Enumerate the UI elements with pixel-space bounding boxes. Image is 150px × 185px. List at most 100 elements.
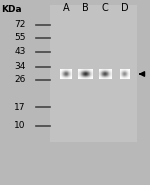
Bar [85, 78, 86, 79]
Bar [102, 71, 103, 72]
Bar [120, 74, 121, 75]
Bar [103, 72, 104, 73]
Bar [100, 77, 101, 78]
Bar [99, 71, 100, 72]
Bar [126, 78, 127, 79]
Bar [67, 76, 68, 77]
Bar [61, 76, 62, 77]
Bar [81, 69, 82, 70]
Bar [82, 78, 83, 79]
Bar [67, 69, 68, 70]
Bar [104, 73, 105, 74]
Bar [92, 72, 93, 73]
Bar [69, 70, 70, 71]
Bar [100, 78, 101, 79]
Bar [80, 70, 81, 71]
Bar [62, 78, 63, 79]
Bar [79, 70, 80, 71]
Bar [68, 72, 69, 73]
Bar [106, 73, 107, 74]
Bar [83, 77, 84, 78]
Bar [85, 72, 86, 73]
Bar [88, 76, 89, 77]
Bar [87, 78, 88, 79]
Bar [79, 75, 80, 76]
Bar [108, 76, 109, 77]
Bar [82, 77, 83, 78]
Bar [103, 78, 104, 79]
Bar [110, 77, 111, 78]
Bar [100, 77, 101, 78]
Bar [128, 70, 129, 71]
Bar [101, 76, 102, 77]
Bar [102, 69, 103, 70]
Bar [86, 78, 87, 79]
Bar [99, 78, 100, 79]
Bar [85, 77, 86, 78]
Bar [60, 76, 61, 77]
Bar [103, 69, 104, 70]
Bar [103, 72, 104, 73]
Bar [126, 69, 127, 70]
Bar [83, 75, 84, 76]
Bar [81, 78, 82, 79]
Bar [64, 76, 65, 77]
Bar [63, 74, 64, 75]
Bar [68, 78, 69, 79]
Bar [64, 77, 65, 78]
Bar [82, 76, 83, 77]
Bar [122, 72, 123, 73]
Bar [92, 75, 93, 76]
Bar [86, 73, 87, 74]
Bar [122, 73, 123, 74]
Bar [64, 71, 65, 72]
Bar [103, 77, 104, 78]
Bar [100, 72, 101, 73]
Bar [85, 76, 86, 77]
Bar [89, 76, 90, 77]
Bar [86, 75, 87, 76]
Bar [105, 78, 106, 79]
Bar [82, 77, 83, 78]
Bar [100, 78, 101, 79]
Bar [61, 78, 62, 79]
Bar [84, 72, 85, 73]
Bar [99, 78, 100, 79]
Bar [120, 69, 121, 70]
Bar [60, 69, 61, 70]
Bar [126, 74, 127, 75]
Bar [100, 69, 101, 70]
Bar [63, 70, 64, 71]
Bar [100, 77, 101, 78]
Bar [102, 78, 103, 79]
Bar [126, 74, 127, 75]
Bar [108, 73, 109, 74]
Bar [104, 76, 105, 77]
Bar [65, 74, 66, 75]
Bar [99, 77, 100, 78]
Bar [71, 77, 72, 78]
Bar [121, 72, 122, 73]
Bar [101, 70, 102, 71]
Bar [92, 77, 93, 78]
Bar [126, 70, 127, 71]
Bar [91, 78, 92, 79]
Bar [99, 78, 100, 79]
Bar [124, 76, 125, 77]
Bar [127, 75, 128, 76]
Bar [101, 75, 102, 76]
Bar [127, 77, 128, 78]
Bar [123, 76, 124, 77]
Bar [62, 70, 63, 71]
Bar [90, 70, 91, 71]
Bar [70, 77, 71, 78]
Bar [81, 72, 82, 73]
Bar [69, 77, 70, 78]
Bar [60, 70, 61, 71]
Bar [120, 72, 121, 73]
Bar [124, 76, 125, 77]
Bar [128, 72, 129, 73]
Bar [124, 74, 125, 75]
Bar [65, 77, 66, 78]
Bar [65, 78, 66, 79]
